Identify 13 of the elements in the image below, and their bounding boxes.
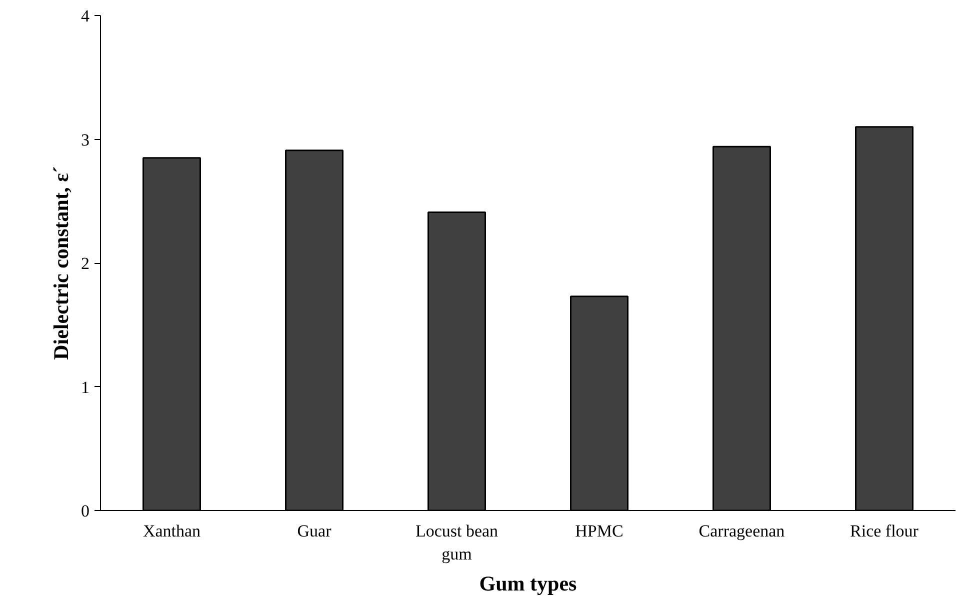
- x-tick-label: Xanthan: [142, 522, 202, 540]
- y-tick-label: 2: [81, 254, 90, 273]
- x-tick-label: Locust bean gum: [415, 522, 499, 564]
- y-tick-label: 3: [81, 130, 90, 150]
- x-tick-label: Carrageenan: [698, 522, 786, 540]
- x-axis-title: Gum types: [479, 571, 577, 596]
- y-tick-label: 0: [81, 502, 90, 520]
- y-tick-label: 1: [81, 378, 90, 397]
- x-tick-label: HPMC: [575, 522, 624, 540]
- x-tick-label: Rice flour: [850, 522, 919, 540]
- x-tick-label: Guar: [297, 522, 332, 540]
- y-tick-label: 4: [81, 6, 90, 26]
- y-axis-title: Dielectric constant, ε´: [49, 166, 73, 360]
